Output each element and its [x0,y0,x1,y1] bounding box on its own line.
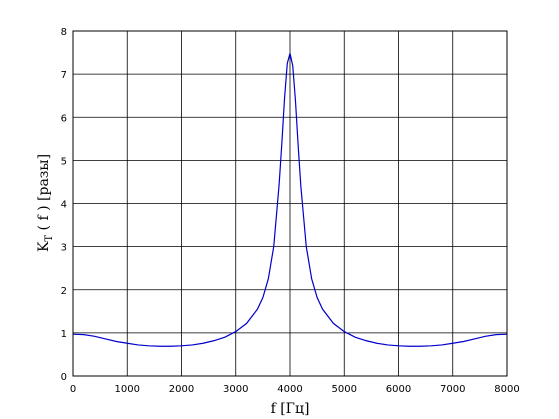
y-axis-label: KT ( f ) [разы] [36,154,55,252]
x-tick-label: 1000 [115,384,140,395]
x-tick-label: 6000 [386,384,411,395]
y-tick-label: 4 [61,200,67,211]
x-tick-label: 0 [70,384,76,395]
y-tick-label: 3 [61,243,67,254]
y-tick-label: 2 [61,286,67,297]
x-tick-label: 5000 [332,384,357,395]
x-tick-label: 4000 [277,384,302,395]
tick-labels: 0 1000 2000 3000 4000 5000 6000 7000 8000 0 1 2 3 4 5 6… [61,27,520,395]
y-tick-label: 1 [61,329,67,340]
y-tick-label: 0 [61,372,67,383]
x-tick-label: 2000 [169,384,194,395]
x-tick-label: 8000 [494,384,519,395]
y-tick-label: 8 [61,27,67,38]
plot-frame [72,30,508,377]
x-tick-label: 7000 [440,384,465,395]
x-tick-label: 3000 [223,384,248,395]
series-line [72,53,508,347]
y-tick-label: 7 [61,70,67,81]
y-tick-label: 5 [61,156,67,167]
x-axis-label: f [Гц] [271,401,310,417]
y-tick-label: 6 [61,113,67,124]
